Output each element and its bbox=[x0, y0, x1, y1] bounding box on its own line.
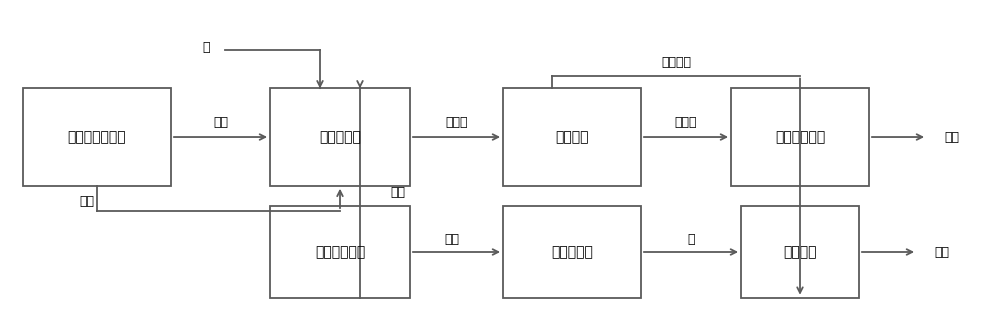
Text: 甲醇: 甲醇 bbox=[944, 130, 959, 144]
Text: 空气分离装置: 空气分离装置 bbox=[315, 245, 365, 259]
Text: 氮气: 氮气 bbox=[444, 233, 459, 246]
Text: 二氧化碳: 二氧化碳 bbox=[661, 56, 691, 70]
Bar bbox=[270, 88, 410, 186]
Text: 氧气: 氧气 bbox=[390, 186, 405, 199]
Text: 氨: 氨 bbox=[687, 233, 695, 246]
Text: 尿素: 尿素 bbox=[934, 245, 949, 259]
Text: 甲醇合成装置: 甲醇合成装置 bbox=[775, 130, 825, 144]
Text: 净化气: 净化气 bbox=[675, 116, 697, 129]
Text: 合成气: 合成气 bbox=[445, 116, 468, 129]
Bar bbox=[741, 206, 859, 298]
Text: 氢气: 氢气 bbox=[80, 195, 95, 208]
Text: 氧气: 氧气 bbox=[213, 116, 228, 129]
Bar bbox=[503, 206, 641, 298]
Text: 煤: 煤 bbox=[203, 41, 210, 54]
Bar bbox=[503, 88, 641, 186]
Text: 尿素装置: 尿素装置 bbox=[783, 245, 817, 259]
Text: 氨合成装置: 氨合成装置 bbox=[551, 245, 593, 259]
Bar bbox=[731, 88, 869, 186]
Text: 煤气化装置: 煤气化装置 bbox=[319, 130, 361, 144]
Text: 光催化制氢装置: 光催化制氢装置 bbox=[68, 130, 126, 144]
Text: 净化装置: 净化装置 bbox=[555, 130, 589, 144]
Bar bbox=[23, 88, 171, 186]
Bar bbox=[270, 206, 410, 298]
